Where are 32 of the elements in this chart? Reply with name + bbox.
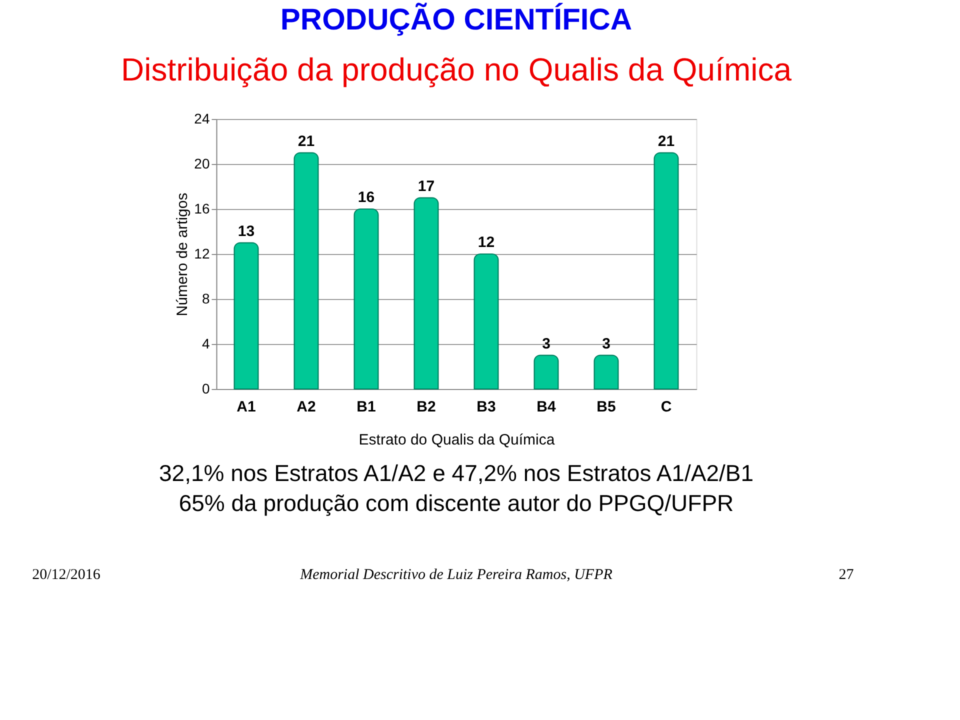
x-tick-label: A1 xyxy=(236,398,256,416)
text: Memorial Descritivo de Luiz Pereira Ramos, UFPR xyxy=(299,567,612,583)
data-label: 12 xyxy=(478,234,495,251)
x-axis-title: Estrato do Qualis da Química xyxy=(358,432,556,448)
y-tick-label: 20 xyxy=(194,156,210,172)
y-tick-label: 16 xyxy=(194,200,210,216)
x-tick-label: B2 xyxy=(416,398,436,416)
text: 20/12/2016 xyxy=(32,567,101,583)
data-label: 3 xyxy=(542,335,550,352)
data-label: 21 xyxy=(658,132,675,150)
data-label: 3 xyxy=(602,335,610,352)
text: 65% da produção com discente autor do PPGQ/UFPR xyxy=(178,490,734,516)
y-tick-label: 24 xyxy=(194,110,210,126)
text: 27 xyxy=(838,567,854,583)
x-tick-label: B4 xyxy=(536,398,556,416)
data-label: 21 xyxy=(298,132,315,150)
x-tick-label: A2 xyxy=(296,398,316,416)
y-tick-label: 4 xyxy=(202,336,210,352)
x-tick-label: B1 xyxy=(356,398,376,416)
x-tick-label: C xyxy=(660,398,672,416)
y-axis-title: Número de artigos xyxy=(174,192,192,316)
data-label: 13 xyxy=(238,222,255,240)
y-tick-label: 8 xyxy=(202,290,210,306)
chart-title: PRODUÇÃO CIENTÍFICA xyxy=(280,2,632,36)
y-tick-label: 0 xyxy=(202,380,210,396)
chart-subtitle: Distribuição da produção no Qualis da Química xyxy=(120,52,792,88)
x-tick-label: B3 xyxy=(476,398,496,416)
y-tick-label: 12 xyxy=(194,246,210,262)
data-label: 16 xyxy=(358,189,375,206)
text: 32,1% nos Estratos A1/A2 e 47,2% nos Estratos A1/A2/B1 xyxy=(158,460,754,486)
data-label: 17 xyxy=(418,178,435,195)
x-tick-label: B5 xyxy=(596,398,616,416)
